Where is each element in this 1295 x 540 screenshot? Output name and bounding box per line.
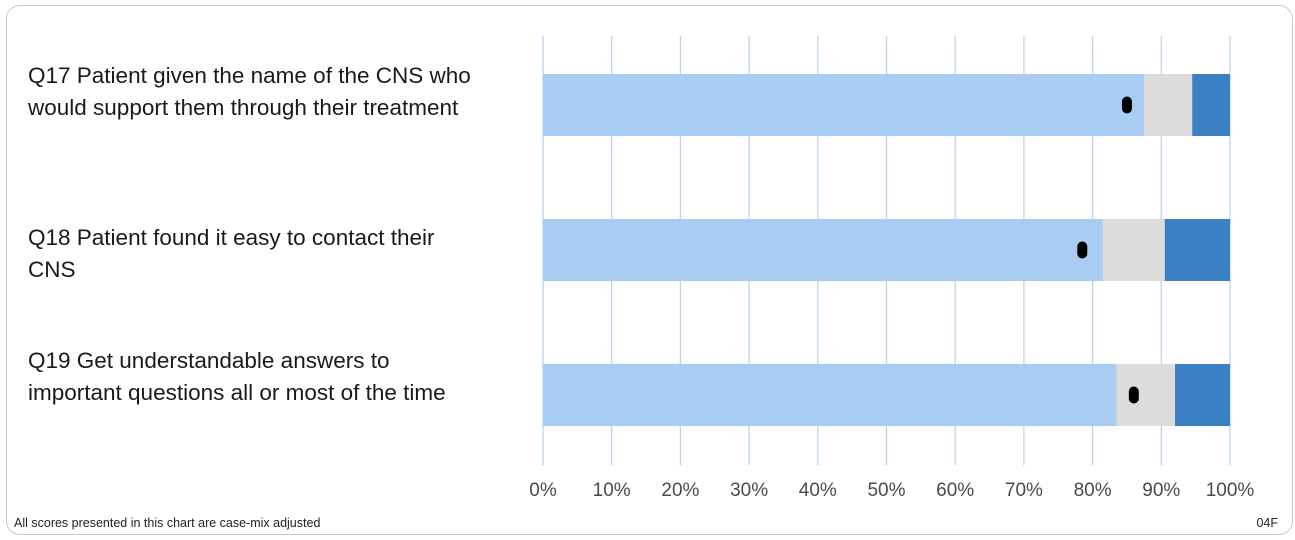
score-marker xyxy=(1121,96,1132,114)
footer-code: 04F xyxy=(1256,516,1278,530)
question-label-q19: Q19 Get understandable answers to import… xyxy=(28,348,446,405)
x-tick-label: 80% xyxy=(1074,480,1112,501)
x-tick-label: 70% xyxy=(1005,480,1043,501)
x-tick-label: 0% xyxy=(529,480,557,501)
bars xyxy=(543,74,1230,426)
x-tick-label: 60% xyxy=(936,480,974,501)
bar-segment xyxy=(543,74,1145,136)
x-tick-labels: 0% 10% 20% 30% 40% 50% 60% 70% 80% 90% 100% xyxy=(529,480,1254,501)
x-tick-label: 30% xyxy=(730,480,768,501)
bar-segment xyxy=(1102,219,1165,281)
x-tick-label: 40% xyxy=(799,480,837,501)
markers xyxy=(1077,96,1139,404)
bar-segment xyxy=(1164,219,1230,281)
bar-segment xyxy=(543,364,1117,426)
x-tick-label: 100% xyxy=(1206,480,1255,501)
x-tick-label: 10% xyxy=(593,480,631,501)
score-marker xyxy=(1077,241,1088,259)
x-tick-label: 20% xyxy=(661,480,699,501)
question-label-q17: Q17 Patient given the name of the CNS wh… xyxy=(28,63,471,120)
bar-segment xyxy=(1144,74,1193,136)
bar-segment xyxy=(1192,74,1230,136)
bar-segment xyxy=(1116,364,1176,426)
x-tick-label: 50% xyxy=(867,480,905,501)
bar-segment xyxy=(1175,364,1230,426)
x-tick-label: 90% xyxy=(1142,480,1180,501)
question-label-q18: Q18 Patient found it easy to contact the… xyxy=(28,225,435,282)
score-marker xyxy=(1128,386,1139,404)
footer-note: All scores presented in this chart are c… xyxy=(14,516,321,530)
bar-segment xyxy=(543,219,1103,281)
